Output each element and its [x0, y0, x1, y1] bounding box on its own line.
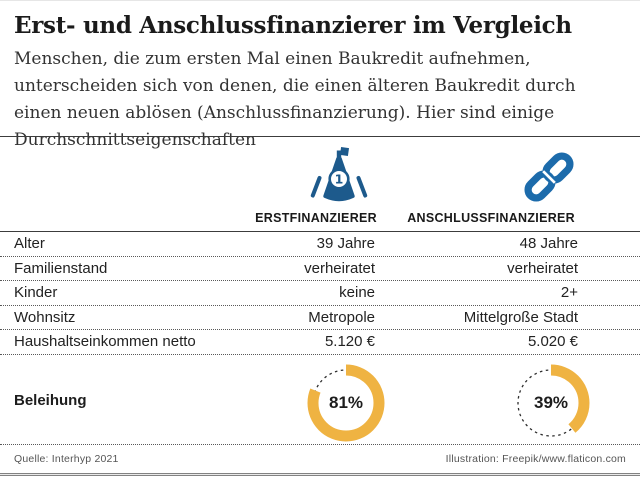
beleihung-label: Beleihung [14, 392, 87, 409]
row-value-erst: verheiratet [304, 259, 375, 277]
column-header-anschlussfinanzierer: ANSCHLUSSFINANZIERER [407, 211, 575, 225]
row-value-anschluss: 2+ [560, 284, 578, 301]
bottom-rule [0, 473, 640, 476]
table-row-haushaltseinkommen: Haushaltseinkommen netto 5.120 € 5.020 € [0, 330, 640, 355]
row-value-erst: 5.120 € [324, 333, 375, 350]
row-value-anschluss: verheiratet [507, 259, 578, 277]
row-value-erst: keine [339, 284, 375, 301]
column-header-erstfinanzierer: ERSTFINANZIERER [255, 211, 377, 225]
donut-chart-anschlussfinanzierer: 39% [511, 363, 591, 443]
table-row-wohnsitz: Wohnsitz Metropole Mittelgroße Stadt [0, 306, 640, 330]
table-row-alter: Alter 39 Jahre 48 Jahre [0, 232, 640, 257]
table-row-kinder: Kinder keine 2+ [0, 281, 640, 306]
illustration-credit: Illustration: Freepik/www.flaticon.com [445, 453, 626, 465]
svg-text:1: 1 [335, 172, 344, 187]
row-label: Alter [14, 235, 45, 252]
row-label: Haushaltseinkommen netto [14, 333, 196, 350]
row-value-anschluss: Mittelgroße Stadt [463, 308, 578, 326]
money-bag-icon: 1 [309, 146, 369, 208]
donut-value-anschluss: 39% [533, 393, 569, 412]
header-divider [0, 136, 640, 137]
row-value-erst: 39 Jahre [316, 235, 375, 252]
row-value-erst: Metropole [308, 308, 375, 326]
donut-chart-erstfinanzierer: 81% [306, 363, 386, 443]
row-value-anschluss: 5.020 € [527, 333, 578, 350]
comparison-table: Alter 39 Jahre 48 Jahre Familienstand ve… [0, 232, 640, 355]
row-value-anschluss: 48 Jahre [519, 235, 578, 252]
table-row-familienstand: Familienstand verheiratet verheiratet [0, 257, 640, 281]
row-label: Wohnsitz [14, 308, 76, 326]
row-label: Familienstand [14, 259, 108, 277]
footer: Quelle: Interhyp 2021 Illustration: Free… [0, 445, 640, 473]
source-credit: Quelle: Interhyp 2021 [14, 453, 119, 465]
beleihung-row: Beleihung 81% 39% [0, 354, 640, 445]
chain-link-icon [522, 150, 576, 204]
row-label: Kinder [14, 284, 58, 301]
table-top-divider [0, 231, 640, 232]
donut-value-erst: 81% [328, 393, 364, 412]
page-subtitle: Menschen, die zum ersten Mal einen Baukr… [14, 49, 576, 150]
page-title: Erst- und Anschlussfinanzierer im Vergle… [14, 12, 572, 39]
